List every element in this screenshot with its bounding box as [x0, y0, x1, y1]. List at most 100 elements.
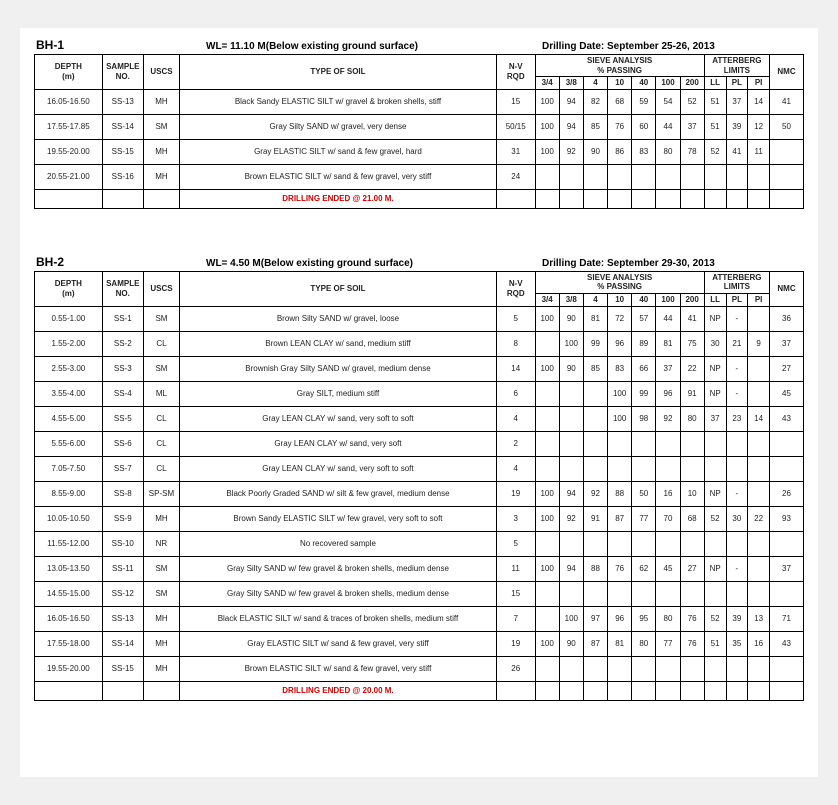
cell-sample: SS-4: [102, 381, 143, 406]
cell-sieve: 27: [680, 556, 704, 581]
cell-sieve: 80: [632, 631, 656, 656]
cell-sample: SS-14: [102, 631, 143, 656]
cell-sieve: [583, 531, 607, 556]
col-sample: SAMPLENO.: [102, 271, 143, 306]
cell-atterberg: [704, 164, 726, 189]
borehole-id: BH-2: [36, 255, 186, 269]
drilling-end-row: DRILLING ENDED @ 20.00 M.: [35, 681, 804, 700]
col-uscs: USCS: [143, 55, 179, 90]
cell-nv: 2: [496, 431, 535, 456]
data-row: 19.55-20.00SS-15MHBrown ELASTIC SILT w/ …: [35, 656, 804, 681]
cell-soil-type: Gray ELASTIC SILT w/ sand & few gravel, …: [180, 631, 497, 656]
col-nmc: NMC: [770, 55, 804, 90]
data-row: 4.55-5.00SS-5CLGray LEAN CLAY w/ sand, v…: [35, 406, 804, 431]
cell-atterberg: 51: [704, 89, 726, 114]
col-sieve-4: 4: [583, 293, 607, 306]
col-nv-rqd: N-VRQD: [496, 55, 535, 90]
cell-sample: SS-13: [102, 606, 143, 631]
col-sieve-3/4: 3/4: [535, 293, 559, 306]
cell-nv: 14: [496, 356, 535, 381]
cell-atterberg: 52: [704, 606, 726, 631]
cell-sieve: 62: [632, 556, 656, 581]
cell-depth: 0.55-1.00: [35, 306, 103, 331]
col-depth: DEPTH(m): [35, 55, 103, 90]
cell-sample: SS-15: [102, 139, 143, 164]
cell-atterberg: NP: [704, 556, 726, 581]
cell-atterberg: [704, 431, 726, 456]
cell-nv: 19: [496, 631, 535, 656]
cell-sieve: [608, 456, 632, 481]
cell-sieve: 82: [583, 89, 607, 114]
cell-atterberg: [704, 531, 726, 556]
cell-sieve: 100: [535, 506, 559, 531]
cell-sieve: [583, 456, 607, 481]
cell-nv: 26: [496, 656, 535, 681]
data-row: 20.55-21.00SS-16MHBrown ELASTIC SILT w/ …: [35, 164, 804, 189]
cell-soil-type: Gray Silty SAND w/ few gravel & broken s…: [180, 556, 497, 581]
cell-uscs: SP-SM: [143, 481, 179, 506]
data-row: 0.55-1.00SS-1SMBrown Silty SAND w/ grave…: [35, 306, 804, 331]
cell-nv: 5: [496, 306, 535, 331]
col-sample: SAMPLENO.: [102, 55, 143, 90]
cell-sample: SS-3: [102, 356, 143, 381]
boring-log-sheet: BH-1WL= 11.10 M(Below existing ground su…: [20, 28, 818, 777]
col-att-LL: LL: [704, 293, 726, 306]
cell-depth: 13.05-13.50: [35, 556, 103, 581]
cell-depth: 19.55-20.00: [35, 656, 103, 681]
cell-sieve: [632, 581, 656, 606]
cell-atterberg: 16: [748, 631, 770, 656]
col-uscs: USCS: [143, 271, 179, 306]
cell-atterberg: [748, 456, 770, 481]
cell-sieve: 87: [583, 631, 607, 656]
cell-atterberg: [726, 431, 748, 456]
cell-sieve: 96: [608, 606, 632, 631]
cell-atterberg: [726, 581, 748, 606]
cell-nv: 6: [496, 381, 535, 406]
cell-atterberg: -: [726, 481, 748, 506]
cell-atterberg: 30: [704, 331, 726, 356]
cell-depth: 2.55-3.00: [35, 356, 103, 381]
cell-sample: SS-16: [102, 164, 143, 189]
log-header: BH-1WL= 11.10 M(Below existing ground su…: [34, 38, 804, 52]
log-table: DEPTH(m)SAMPLENO.USCSTYPE OF SOILN-VRQDS…: [34, 271, 804, 701]
cell-nmc: 43: [770, 631, 804, 656]
cell-soil-type: Black Sandy ELASTIC SILT w/ gravel & bro…: [180, 89, 497, 114]
cell-atterberg: -: [726, 381, 748, 406]
col-sieve-200: 200: [680, 293, 704, 306]
cell-nmc: 45: [770, 381, 804, 406]
cell-sieve: [583, 164, 607, 189]
cell-soil-type: Brown Sandy ELASTIC SILT w/ few gravel, …: [180, 506, 497, 531]
cell-sieve: 50: [632, 481, 656, 506]
cell-nv: 24: [496, 164, 535, 189]
cell-atterberg: 21: [726, 331, 748, 356]
data-row: 19.55-20.00SS-15MHGray ELASTIC SILT w/ s…: [35, 139, 804, 164]
cell-sieve: 80: [656, 139, 680, 164]
cell-sieve: 97: [583, 606, 607, 631]
cell-nmc: [770, 164, 804, 189]
cell-sieve: 10: [680, 481, 704, 506]
cell-sieve: 85: [583, 114, 607, 139]
cell-sample: SS-1: [102, 306, 143, 331]
cell-soil-type: Brown LEAN CLAY w/ sand, medium stiff: [180, 331, 497, 356]
cell-soil-type: Gray Silty SAND w/ few gravel & broken s…: [180, 581, 497, 606]
drilling-end-row: DRILLING ENDED @ 21.00 M.: [35, 189, 804, 208]
cell-atterberg: NP: [704, 356, 726, 381]
cell-uscs: CL: [143, 431, 179, 456]
cell-nmc: 37: [770, 331, 804, 356]
col-sieve-3/8: 3/8: [559, 293, 583, 306]
cell-sieve: [656, 164, 680, 189]
cell-sieve: [583, 431, 607, 456]
cell-nmc: [770, 431, 804, 456]
cell-sample: SS-2: [102, 331, 143, 356]
cell-sieve: [535, 606, 559, 631]
cell-sieve: [656, 431, 680, 456]
cell-atterberg: [748, 381, 770, 406]
cell-sieve: 92: [583, 481, 607, 506]
col-sieve: SIEVE ANALYSIS% PASSING: [535, 271, 704, 293]
cell-uscs: SM: [143, 581, 179, 606]
cell-uscs: CL: [143, 456, 179, 481]
cell-sieve: [680, 456, 704, 481]
cell-nv: 19: [496, 481, 535, 506]
cell-atterberg: 13: [748, 606, 770, 631]
cell-sample: SS-12: [102, 581, 143, 606]
